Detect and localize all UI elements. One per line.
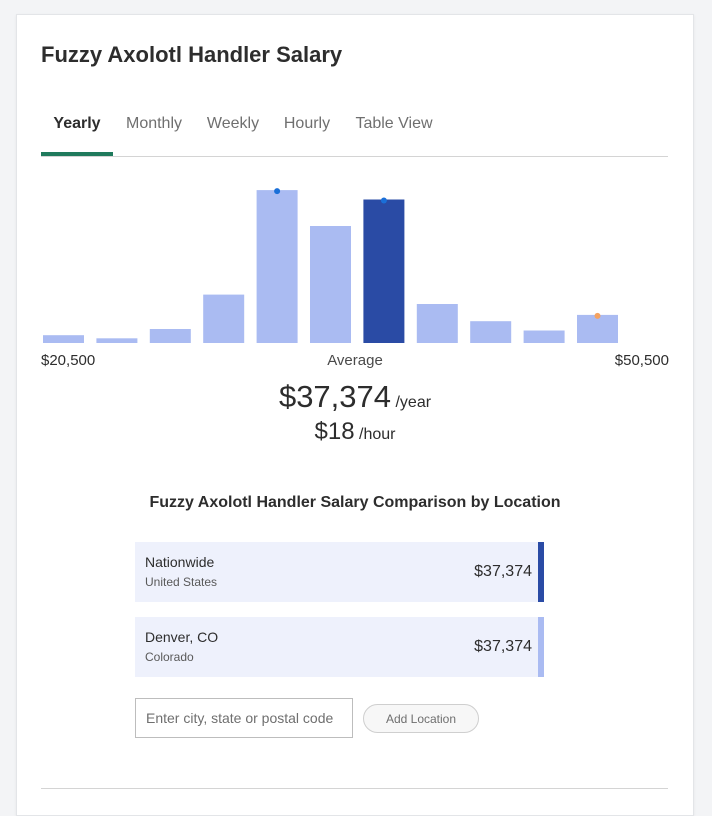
histogram-bar: [203, 294, 245, 343]
histogram-bar: [363, 199, 405, 343]
tab-hourly[interactable]: Hourly: [283, 115, 331, 132]
page-title: Fuzzy Axolotl Handler Salary: [41, 42, 343, 67]
tab-yearly[interactable]: Yearly: [53, 115, 101, 132]
histogram-bar: [43, 335, 84, 343]
hourly-salary-unit: /hour: [359, 426, 396, 443]
tab-monthly[interactable]: Monthly: [125, 115, 183, 132]
tab-weekly[interactable]: Weekly: [206, 115, 260, 132]
location-search-input[interactable]: [135, 698, 353, 738]
average-label: Average: [327, 352, 383, 369]
histogram-bar: [310, 226, 351, 343]
location-name: Nationwide: [145, 554, 215, 570]
location-row-denver: Denver, CO Colorado $37,374: [135, 617, 544, 677]
histogram-bar: [149, 329, 191, 343]
location-accent-bar: [538, 542, 544, 602]
location-salary: $37,374: [474, 563, 532, 580]
yearly-salary: $37,374 /year: [17, 379, 693, 415]
location-name: Denver, CO: [145, 629, 219, 645]
yearly-salary-value: $37,374: [278, 379, 392, 414]
range-min-label: $20,500: [41, 352, 96, 369]
location-accent-bar: [538, 617, 544, 677]
tab-table-view[interactable]: Table View: [355, 115, 433, 132]
hourly-salary-value: $18: [314, 418, 355, 445]
location-subtitle: United States: [145, 575, 218, 589]
histogram-bar: [416, 304, 458, 343]
hourly-salary: $18 /hour: [17, 418, 693, 446]
active-tab-indicator: [41, 152, 113, 156]
location-salary: $37,374: [474, 638, 532, 655]
salary-card: Fuzzy Axolotl Handler Salary Yearly Mont…: [16, 14, 694, 816]
location-subtitle: Colorado: [145, 650, 194, 664]
yearly-salary-unit: /year: [395, 394, 432, 411]
histogram-bar: [470, 321, 512, 343]
period-tabs: Yearly Monthly Weekly Hourly Table View: [41, 105, 668, 157]
comparison-title: Fuzzy Axolotl Handler Salary Comparison …: [149, 494, 561, 511]
histogram-bar: [256, 190, 298, 343]
histogram-marker: [274, 188, 281, 195]
range-max-label: $50,500: [614, 352, 669, 369]
histogram-marker: [594, 312, 601, 319]
salary-histogram: [43, 188, 618, 343]
histogram-bar: [96, 338, 138, 343]
histogram-bar: [523, 330, 565, 343]
section-divider: [41, 788, 668, 789]
histogram-marker: [380, 197, 387, 204]
histogram-bar: [577, 314, 618, 343]
location-row-nationwide: Nationwide United States $37,374: [135, 542, 544, 602]
add-location-button[interactable]: Add Location: [363, 704, 479, 733]
